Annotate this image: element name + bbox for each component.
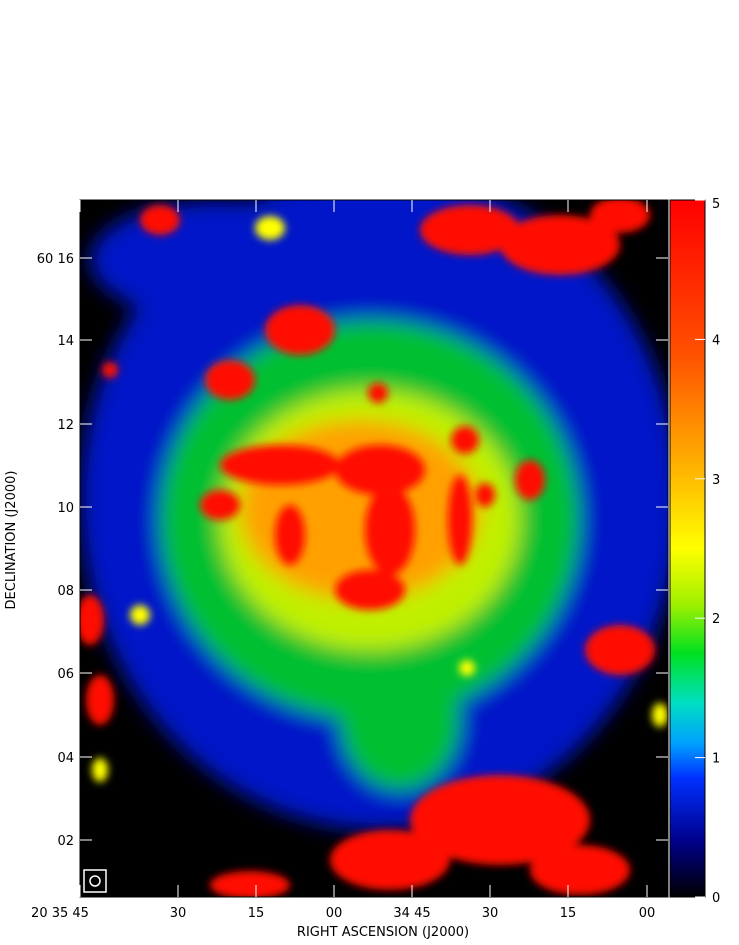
y-tick-label: 06 [57,667,74,682]
colorbar-tick-label: 0 [712,891,720,906]
x-tick-label: 34 45 [393,906,430,921]
y-tick-label: 08 [57,584,74,599]
colorbar-tick-label: 5 [712,197,720,212]
x-tick-label: 30 [482,906,499,921]
x-tick-label: 20 35 45 [31,906,89,921]
x-tick-label: 15 [560,906,577,921]
beam-box [83,869,107,893]
x-tick-label: 00 [326,906,343,921]
y-axis-label: DECLINATION (J2000) [4,471,19,610]
beam [89,875,101,887]
y-tick-label: 04 [57,751,74,766]
y-tick-label: 10 [57,501,74,516]
colorbar-tick-label: 4 [712,333,720,348]
y-tick-label: 02 [57,834,74,849]
y-tick-label: 14 [57,334,74,349]
colorbar-tick-label: 2 [712,612,720,627]
x-tick-label: 30 [170,906,187,921]
colorbar [669,199,706,898]
plot-frame [79,199,669,898]
x-axis-label: RIGHT ASCENSION (J2000) [297,925,469,940]
y-tick-label: 60 16 [37,252,74,267]
colorbar-tick-label: 1 [712,752,720,767]
x-tick-label: 15 [248,906,265,921]
colorbar-tick-label: 3 [712,473,720,488]
x-tick-label: 00 [639,906,656,921]
y-tick-label: 12 [57,418,74,433]
sky-image [80,200,668,897]
